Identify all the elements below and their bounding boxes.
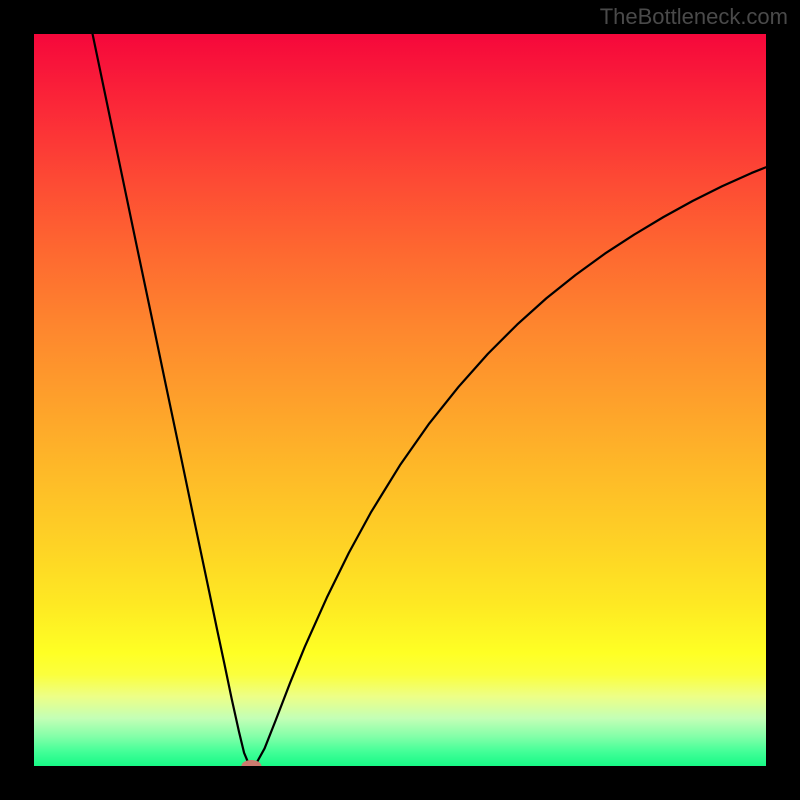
outer-frame: TheBottleneck.com xyxy=(0,0,800,800)
chart-svg xyxy=(34,34,766,766)
watermark-label: TheBottleneck.com xyxy=(600,4,788,30)
bottleneck-chart xyxy=(34,34,766,766)
chart-background xyxy=(34,34,766,766)
